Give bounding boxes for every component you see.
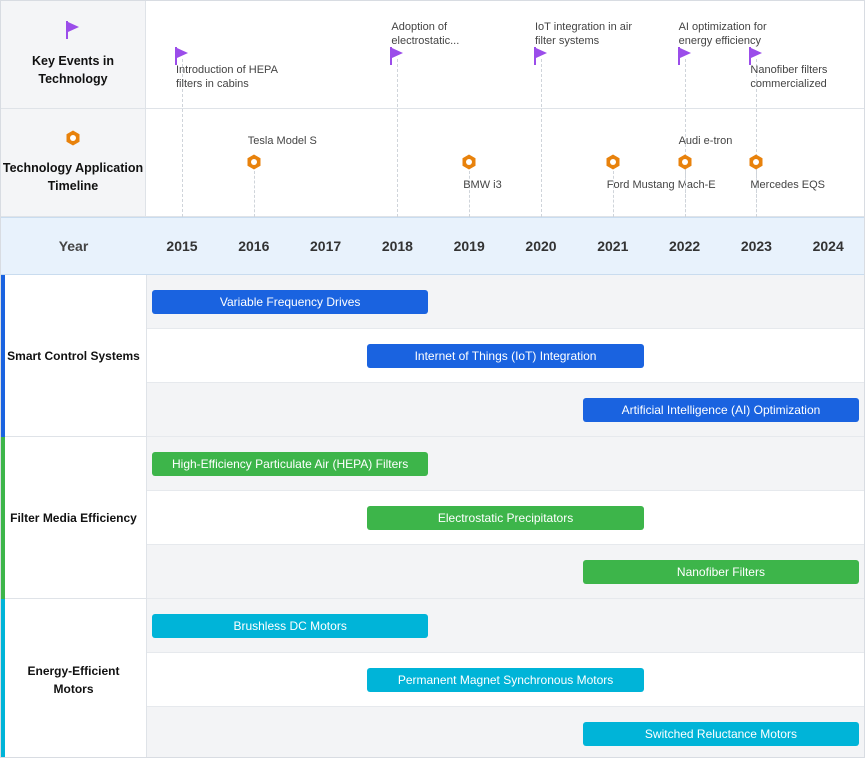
timeline-bar[interactable]: Variable Frequency Drives: [152, 290, 428, 314]
key-events-title: Key Events in Technology: [1, 52, 145, 88]
event-flag-icon[interactable]: [678, 47, 692, 70]
timeline-bar[interactable]: Nanofiber Filters: [583, 560, 859, 584]
event-label: IoT integration in air: [535, 20, 632, 34]
year-tick-label: 2015: [152, 218, 212, 274]
application-marker-icon[interactable]: [677, 154, 693, 175]
application-marker-icon[interactable]: [461, 154, 477, 175]
application-label: BMW i3: [463, 178, 502, 192]
timeline-bar[interactable]: High-Efficiency Particulate Air (HEPA) F…: [152, 452, 428, 476]
applications-row-label: Technology Application Timeline: [1, 109, 146, 217]
year-axis-label: Year: [1, 218, 146, 274]
key-events-row-label: Key Events in Technology: [1, 1, 146, 109]
event-flag-icon[interactable]: [534, 47, 548, 70]
application-marker-icon[interactable]: [748, 154, 764, 175]
application-marker-icon[interactable]: [605, 154, 621, 175]
timeline-bar[interactable]: Switched Reluctance Motors: [583, 722, 859, 746]
timeline-bar[interactable]: Internet of Things (IoT) Integration: [367, 344, 643, 368]
category-label-smart-control-systems: Smart Control Systems: [1, 275, 147, 437]
event-label: filter systems: [535, 34, 599, 48]
event-label: energy efficiency: [679, 34, 761, 48]
flag-icon: [66, 21, 80, 44]
application-label: Tesla Model S: [248, 134, 317, 148]
event-label: AI optimization for: [679, 20, 767, 34]
event-label: Introduction of HEPA: [176, 63, 278, 77]
year-tick-label: 2024: [798, 218, 858, 274]
year-tick-label: 2016: [224, 218, 284, 274]
application-label: Ford Mustang Mach-E: [607, 178, 716, 192]
timeline-bar[interactable]: Artificial Intelligence (AI) Optimizatio…: [583, 398, 859, 422]
category-label-filter-media-efficiency: Filter Media Efficiency: [1, 437, 147, 599]
timeline-bar[interactable]: Electrostatic Precipitators: [367, 506, 643, 530]
timeline-bar[interactable]: Permanent Magnet Synchronous Motors: [367, 668, 643, 692]
event-flag-icon[interactable]: [390, 47, 404, 70]
event-label: filters in cabins: [176, 77, 249, 91]
application-marker-icon[interactable]: [246, 154, 262, 175]
category-accent-bar: [1, 437, 5, 599]
year-tick-label: 2017: [296, 218, 356, 274]
year-tick-label: 2023: [726, 218, 786, 274]
applications-title: Technology Application Timeline: [1, 159, 145, 195]
event-label: commercialized: [750, 77, 826, 91]
year-tick-label: 2018: [367, 218, 427, 274]
application-label: Audi e-tron: [679, 134, 733, 148]
year-tick-label: 2019: [439, 218, 499, 274]
timeline-bar[interactable]: Brushless DC Motors: [152, 614, 428, 638]
application-connector-line: [685, 171, 686, 217]
application-connector-line: [254, 171, 255, 217]
event-label: Nanofiber filters: [750, 63, 827, 77]
year-header: Year201520162017201820192020202120222023…: [1, 217, 865, 275]
category-accent-bar: [1, 275, 5, 437]
year-tick-label: 2022: [655, 218, 715, 274]
category-accent-bar: [1, 599, 5, 758]
event-connector-line: [541, 59, 542, 217]
application-label: Mercedes EQS: [750, 178, 825, 192]
year-tick-label: 2021: [583, 218, 643, 274]
event-connector-line: [397, 59, 398, 217]
event-label: Adoption of: [391, 20, 447, 34]
hexagon-nut-icon: [65, 130, 81, 151]
year-tick-label: 2020: [511, 218, 571, 274]
category-label-energy-efficient-motors: Energy-Efficient Motors: [1, 599, 147, 758]
event-label: electrostatic...: [391, 34, 459, 48]
